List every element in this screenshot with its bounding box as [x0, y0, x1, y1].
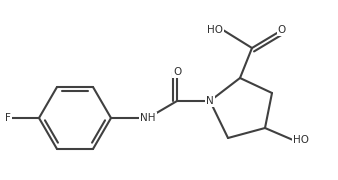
Text: O: O [278, 25, 286, 35]
Text: NH: NH [140, 113, 156, 123]
Text: F: F [5, 113, 11, 123]
Text: HO: HO [293, 135, 309, 145]
Text: O: O [173, 67, 181, 77]
Text: HO: HO [207, 25, 223, 35]
Text: N: N [206, 96, 214, 106]
